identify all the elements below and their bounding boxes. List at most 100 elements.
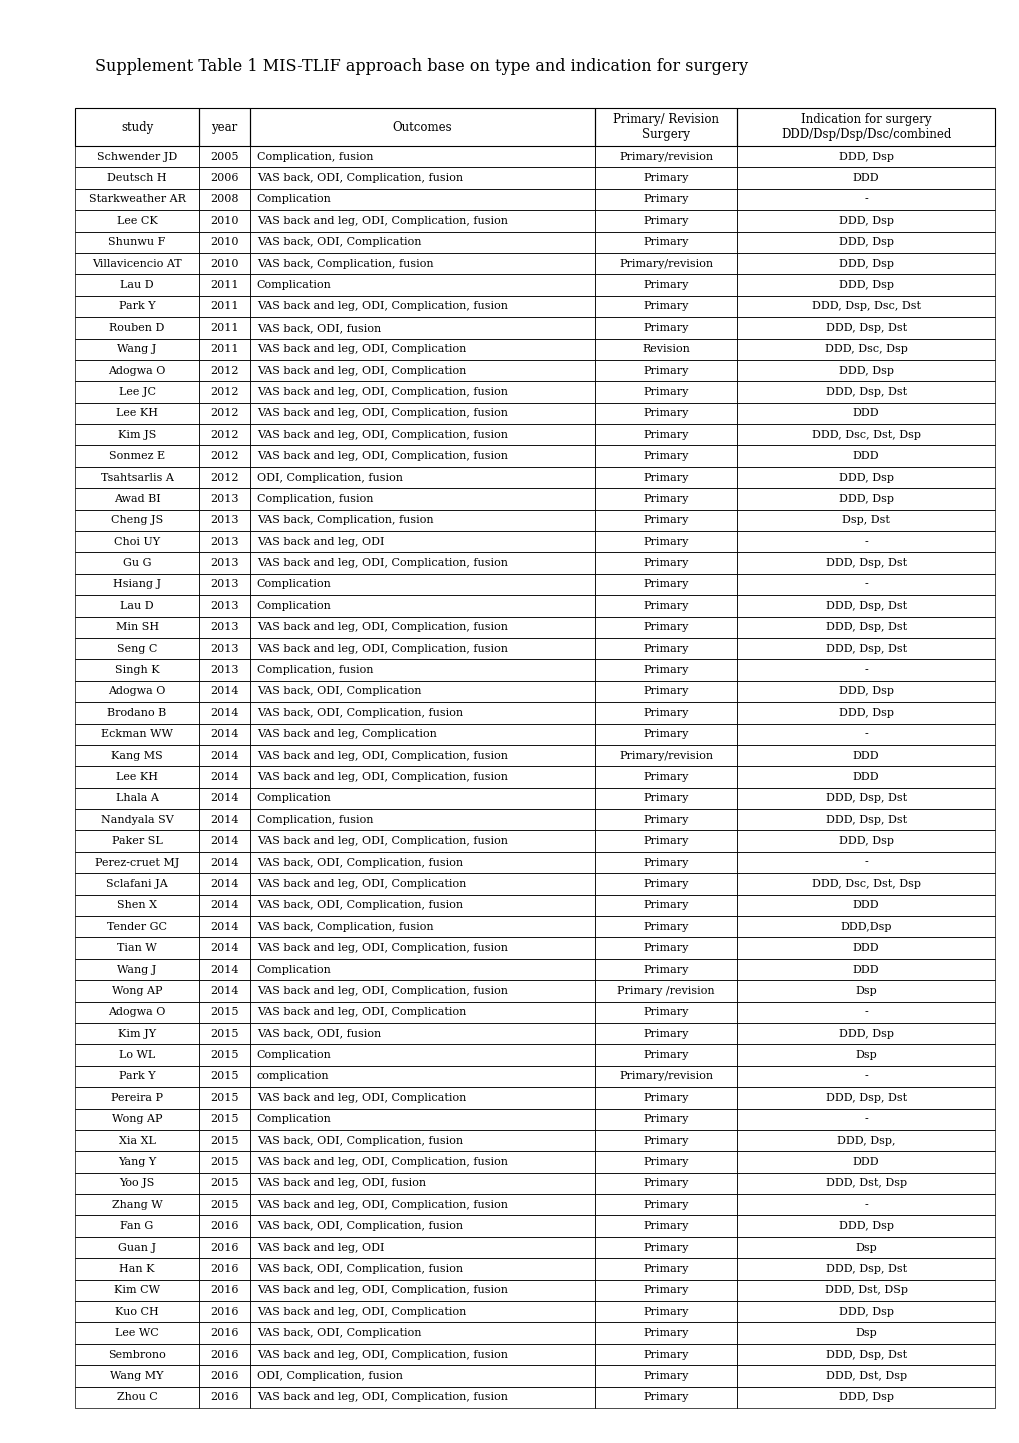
Bar (75, 1387, 199, 1408)
Text: Deutsch H: Deutsch H (107, 173, 167, 183)
Text: VAS back and leg, ODI, Complication: VAS back and leg, ODI, Complication (257, 1007, 466, 1017)
Text: DDD, Dsp: DDD, Dsp (838, 472, 893, 482)
Bar (199, 1343, 250, 1365)
Bar (594, 1087, 737, 1108)
Text: Yoo JS: Yoo JS (119, 1179, 155, 1189)
Bar (737, 810, 994, 831)
Bar (75, 745, 199, 766)
Bar (250, 339, 594, 359)
Text: 2011: 2011 (210, 280, 238, 290)
Bar (75, 553, 199, 574)
Bar (199, 167, 250, 189)
Bar (250, 359, 594, 381)
Bar (199, 146, 250, 167)
Text: 2015: 2015 (210, 1007, 238, 1017)
Bar (199, 745, 250, 766)
Bar (250, 1237, 594, 1258)
Bar (75, 1343, 199, 1365)
Text: VAS back and leg, ODI, Complication, fusion: VAS back and leg, ODI, Complication, fus… (257, 387, 507, 397)
Text: DDD, Dsp, Dst: DDD, Dsp, Dst (824, 644, 906, 654)
Text: -: - (863, 580, 867, 590)
Bar (250, 873, 594, 895)
Text: 2015: 2015 (210, 1051, 238, 1061)
Bar (594, 446, 737, 468)
Bar (199, 851, 250, 873)
Text: Complication: Complication (257, 195, 331, 205)
Bar (75, 703, 199, 723)
Bar (594, 851, 737, 873)
Text: VAS back, ODI, Complication, fusion: VAS back, ODI, Complication, fusion (257, 1136, 463, 1146)
Text: 2014: 2014 (210, 794, 238, 804)
Text: Dsp: Dsp (855, 1051, 876, 1061)
Text: 2014: 2014 (210, 944, 238, 954)
Text: 2014: 2014 (210, 922, 238, 932)
Bar (594, 146, 737, 167)
Text: Seng C: Seng C (117, 644, 157, 654)
Text: DDD, Dsp: DDD, Dsp (838, 1029, 893, 1039)
Text: -: - (863, 1007, 867, 1017)
Bar (250, 108, 594, 146)
Text: 2013: 2013 (210, 580, 238, 590)
Text: DDD, Dsp, Dsc, Dst: DDD, Dsp, Dsc, Dst (811, 302, 920, 312)
Text: Primary: Primary (643, 857, 688, 867)
Text: VAS back, ODI, Complication: VAS back, ODI, Complication (257, 1328, 421, 1338)
Bar (75, 916, 199, 938)
Text: Supplement Table 1 MIS-TLIF approach base on type and indication for surgery: Supplement Table 1 MIS-TLIF approach bas… (95, 58, 747, 75)
Bar (737, 831, 994, 851)
Text: DDD, Dst, DSp: DDD, Dst, DSp (824, 1286, 907, 1296)
Text: 2006: 2006 (210, 173, 238, 183)
Bar (737, 1087, 994, 1108)
Bar (250, 146, 594, 167)
Bar (737, 403, 994, 424)
Text: Primary: Primary (643, 879, 688, 889)
Bar (199, 189, 250, 211)
Bar (737, 1195, 994, 1215)
Text: 2015: 2015 (210, 1179, 238, 1189)
Bar (737, 468, 994, 488)
Text: Primary: Primary (643, 537, 688, 547)
Text: 2010: 2010 (210, 216, 238, 227)
Text: VAS back and leg, ODI, Complication, fusion: VAS back and leg, ODI, Complication, fus… (257, 750, 507, 760)
Text: VAS back, ODI, Complication, fusion: VAS back, ODI, Complication, fusion (257, 173, 463, 183)
Text: 2014: 2014 (210, 815, 238, 825)
Text: Primary/revision: Primary/revision (619, 152, 712, 162)
Text: Primary: Primary (643, 1114, 688, 1124)
Text: VAS back and leg, ODI, Complication, fusion: VAS back and leg, ODI, Complication, fus… (257, 944, 507, 954)
Text: DDD, Dst, Dsp: DDD, Dst, Dsp (824, 1371, 906, 1381)
Bar (75, 1215, 199, 1237)
Bar (250, 1280, 594, 1302)
Text: Wang J: Wang J (117, 964, 157, 974)
Bar (199, 1237, 250, 1258)
Bar (594, 1066, 737, 1087)
Text: Nandyala SV: Nandyala SV (101, 815, 173, 825)
Bar (199, 531, 250, 553)
Text: 2013: 2013 (210, 665, 238, 675)
Text: Kim JS: Kim JS (118, 430, 156, 440)
Text: VAS back, ODI, Complication, fusion: VAS back, ODI, Complication, fusion (257, 1264, 463, 1274)
Bar (75, 681, 199, 703)
Text: DDD, Dsp: DDD, Dsp (838, 365, 893, 375)
Text: Brodano B: Brodano B (107, 709, 166, 717)
Bar (75, 1130, 199, 1152)
Text: VAS back and leg, Complication: VAS back and leg, Complication (257, 729, 436, 739)
Bar (737, 574, 994, 595)
Bar (199, 958, 250, 980)
Bar (594, 381, 737, 403)
Text: Primary: Primary (643, 195, 688, 205)
Text: VAS back, Complication, fusion: VAS back, Complication, fusion (257, 258, 433, 268)
Bar (250, 381, 594, 403)
Text: Dsp: Dsp (855, 1328, 876, 1338)
Text: Primary: Primary (643, 964, 688, 974)
Text: Primary: Primary (643, 944, 688, 954)
Bar (594, 723, 737, 745)
Text: Wong AP: Wong AP (112, 1114, 162, 1124)
Text: Primary: Primary (643, 1199, 688, 1209)
Bar (594, 574, 737, 595)
Bar (737, 958, 994, 980)
Bar (737, 1045, 994, 1066)
Bar (199, 468, 250, 488)
Bar (75, 381, 199, 403)
Bar (737, 424, 994, 446)
Text: DDD: DDD (852, 408, 878, 418)
Bar (250, 938, 594, 958)
